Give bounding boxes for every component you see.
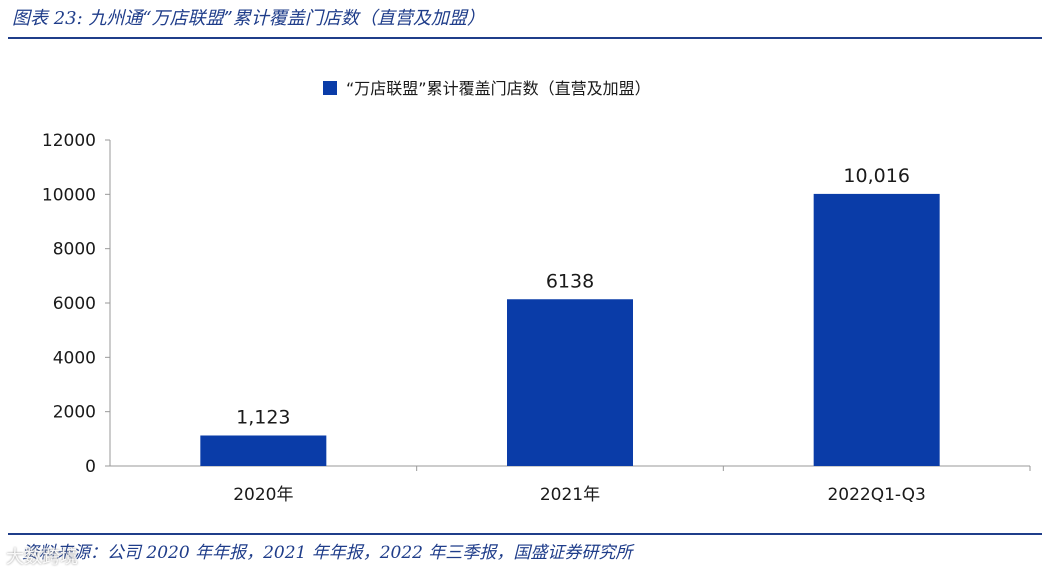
x-tick-label: 2022Q1-Q3 bbox=[827, 485, 925, 505]
bar bbox=[813, 193, 940, 466]
source-note: 资料来源：公司 2020 年年报，2021 年年报，2022 年三季报，国盛证券… bbox=[22, 543, 633, 563]
bar-value-label: 1,123 bbox=[236, 406, 290, 428]
watermark-text: 大数跨境 bbox=[6, 547, 78, 568]
y-tick-label: 4000 bbox=[53, 348, 96, 368]
bar-value-label: 10,016 bbox=[843, 165, 909, 187]
y-tick-label: 6000 bbox=[53, 294, 96, 314]
bar-value-label: 6138 bbox=[546, 270, 594, 292]
y-tick-label: 0 bbox=[85, 457, 96, 477]
bar bbox=[507, 299, 633, 466]
figure-title: 图表 23: 九州通“万店联盟”累计覆盖门店数（直营及加盟） bbox=[12, 8, 485, 29]
y-tick-label: 10000 bbox=[42, 185, 96, 205]
bar bbox=[200, 435, 327, 466]
y-tick-label: 2000 bbox=[53, 403, 96, 423]
source-rule bbox=[8, 533, 1042, 535]
title-rule bbox=[8, 37, 1042, 39]
legend-swatch bbox=[323, 81, 337, 95]
y-tick-label: 12000 bbox=[42, 131, 96, 151]
x-tick-label: 2021年 bbox=[540, 485, 600, 505]
y-tick-label: 8000 bbox=[53, 240, 96, 260]
legend-label: “万店联盟”累计覆盖门店数（直营及加盟） bbox=[346, 79, 651, 98]
x-tick-label: 2020年 bbox=[233, 485, 293, 505]
